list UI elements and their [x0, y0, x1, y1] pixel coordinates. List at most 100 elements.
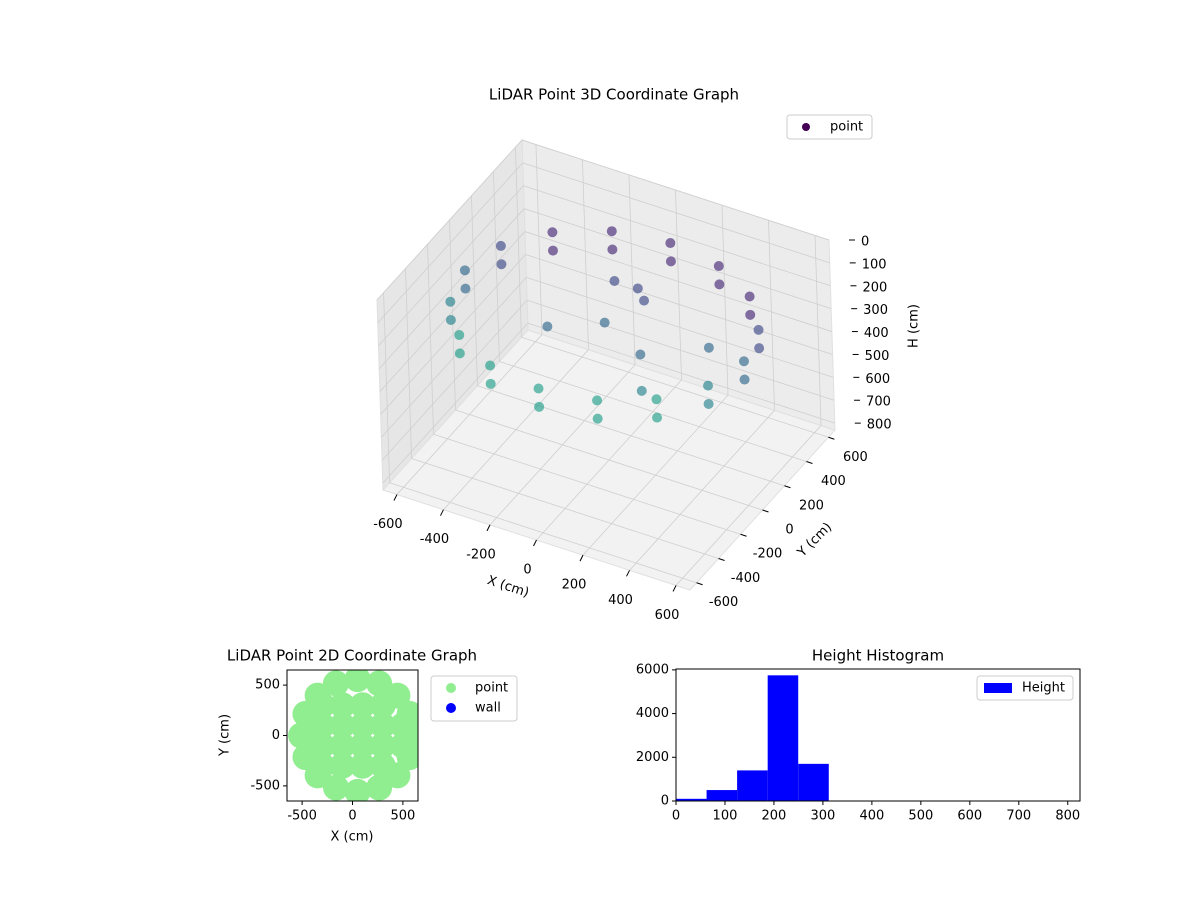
- x-tick-label: 0: [348, 809, 356, 824]
- legend-marker: [802, 123, 810, 131]
- point: [349, 712, 376, 739]
- grid-line: [381, 299, 528, 461]
- z-tick-label: 800: [867, 418, 892, 433]
- x-tick: [440, 509, 444, 516]
- legend-label: point: [830, 120, 863, 135]
- axes-frame: [675, 668, 1081, 802]
- point: [635, 349, 646, 360]
- grid-line: [389, 482, 697, 584]
- point: [322, 670, 349, 697]
- point: [592, 395, 603, 406]
- point: [329, 752, 356, 779]
- x-tick-label: 0: [672, 809, 680, 824]
- point: [534, 401, 545, 412]
- x-tick: [672, 585, 677, 592]
- y-tick-label: 600: [843, 450, 868, 465]
- grid-line: [515, 147, 522, 338]
- point: [329, 692, 356, 719]
- z-axis-label: H (cm): [907, 304, 922, 348]
- legend-marker: [446, 683, 456, 693]
- grid-line: [524, 231, 833, 332]
- grid-line: [427, 244, 434, 435]
- y-tick-label: 6000: [636, 662, 669, 677]
- y-tick-label: 500: [255, 678, 280, 693]
- point: [288, 722, 315, 749]
- point: [349, 692, 376, 719]
- y-tick-label: -200: [753, 547, 783, 562]
- point: [703, 398, 714, 409]
- x-tick-label: 400: [608, 593, 633, 608]
- legend-box: [976, 675, 1074, 701]
- y-tick-label: 4000: [636, 706, 669, 721]
- grid-line: [527, 322, 835, 424]
- point: [739, 374, 750, 385]
- grid-line: [455, 409, 763, 511]
- y-tick-label: 0: [272, 728, 280, 743]
- y-tick-label: 2000: [636, 750, 669, 765]
- grid-line: [768, 220, 775, 411]
- point: [459, 265, 470, 276]
- grid-line: [383, 292, 390, 483]
- point: [292, 744, 319, 771]
- z-tick-label: 200: [862, 280, 887, 295]
- point: [344, 778, 371, 801]
- legend-swatch: [984, 683, 1012, 693]
- x-axis-label: X (cm): [331, 830, 374, 845]
- point: [703, 342, 714, 353]
- point: [304, 762, 331, 789]
- point: [349, 752, 376, 779]
- chart-title: LiDAR Point 3D Coordinate Graph: [489, 86, 739, 104]
- y-tick: [740, 533, 747, 537]
- point: [369, 712, 396, 739]
- point: [547, 245, 558, 256]
- legend-label: Height: [1022, 681, 1065, 696]
- z-tick-label: 700: [866, 395, 891, 410]
- point: [592, 413, 603, 424]
- grid-line: [525, 254, 833, 355]
- z-tick-label: 100: [862, 257, 887, 272]
- point: [366, 774, 393, 801]
- grid-line: [628, 174, 636, 365]
- grid-line: [433, 433, 741, 535]
- point: [754, 343, 765, 354]
- y-tick: [806, 461, 813, 464]
- grid-line: [449, 219, 456, 411]
- z-tick-label: 500: [865, 349, 890, 364]
- point: [609, 276, 620, 287]
- legend-label: wall: [475, 701, 501, 716]
- grid-line: [524, 208, 832, 310]
- y-tick-label: 0: [661, 794, 669, 809]
- point: [632, 283, 643, 294]
- point: [533, 383, 544, 394]
- x-tick-label: 500: [908, 809, 933, 824]
- grid-line: [814, 235, 822, 426]
- bar: [706, 790, 738, 801]
- point: [547, 227, 558, 238]
- grid-line: [378, 208, 525, 369]
- grid-line: [471, 195, 478, 386]
- legend-box: [786, 114, 873, 140]
- point: [460, 283, 471, 294]
- point: [713, 261, 724, 272]
- legend-label: point: [475, 681, 508, 696]
- y-tick-label: -500: [250, 778, 280, 793]
- grid-line: [380, 254, 526, 415]
- point: [304, 682, 331, 709]
- z-tick-label: 0: [861, 235, 869, 250]
- grid-line: [675, 189, 682, 381]
- point: [703, 380, 714, 391]
- y-tick: [718, 558, 725, 561]
- y-tick: [762, 509, 769, 513]
- grid-line: [582, 159, 589, 350]
- point: [369, 732, 396, 759]
- point: [454, 330, 465, 341]
- y-tick-label: 0: [785, 523, 793, 538]
- point: [744, 291, 755, 302]
- grid-line: [523, 185, 831, 287]
- point: [636, 385, 647, 396]
- point: [445, 296, 456, 307]
- grid-line: [499, 361, 807, 462]
- grid-line: [377, 162, 524, 324]
- grid-line: [521, 336, 829, 438]
